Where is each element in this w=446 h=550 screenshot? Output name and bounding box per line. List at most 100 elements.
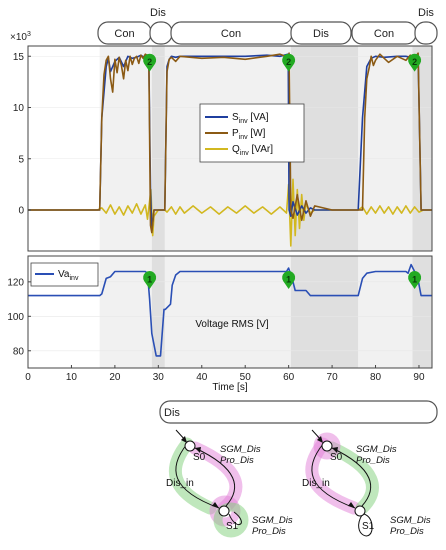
left-edge-out: [194, 447, 235, 507]
voltage-y-tick-2: 120: [7, 277, 24, 288]
marker-bottom-2: 1: [408, 271, 422, 289]
power-plot-frame: [27, 45, 433, 252]
power-legend: Sinv [VA] Pinv [W] Qinv [VAr]: [199, 103, 305, 163]
right-arrowhead-2: [332, 447, 338, 453]
lower-dis-label: Dis: [164, 407, 180, 419]
right-s0-highlight-pink: [313, 432, 341, 460]
left-state-s0: [184, 440, 196, 452]
state-timeline: Con Dis Con Dis Con Dis: [97, 7, 438, 45]
marker-top-1-shape: [282, 53, 296, 72]
state-dis-2-label: Dis: [313, 28, 329, 40]
marker-top-2-shape: [408, 53, 422, 72]
left-edge-in: [175, 443, 220, 509]
shade-band-0: [99, 256, 152, 368]
time-axis-label: Time [s]: [212, 382, 247, 393]
right-s0-out1: SGM_Dis: [356, 444, 397, 455]
power-shading: [99, 46, 432, 251]
time-x-tick-0: 0: [25, 372, 31, 383]
time-x-tick-3: 30: [153, 372, 165, 383]
voltage-axes: 80 100 120 0 10 20 30 40 50 60 70 80 90 Time [s] Vo…: [7, 255, 433, 393]
state-con-2-label: Con: [221, 28, 241, 40]
automaton-left: S0 S1 SGM_Dis Pro_Dis Dis_in SGM_Dis Pro…: [166, 429, 293, 538]
marker-bottom-2-shape: [408, 271, 422, 289]
right-s0-label: S0: [330, 452, 343, 463]
right-arrowhead-1: [348, 502, 355, 508]
shade-band-3: [290, 256, 359, 368]
time-x-tick-5: 50: [240, 372, 252, 383]
right-s1-out2: Pro_Dis: [390, 526, 424, 537]
time-x-tick-7: 70: [327, 372, 339, 383]
left-arrowhead-2: [195, 447, 201, 453]
time-x-tick-6: 60: [283, 372, 295, 383]
state-dis-3-label: Dis: [418, 7, 434, 19]
left-s0-out2: Pro_Dis: [220, 455, 254, 466]
left-s0-out1: SGM_Dis: [220, 444, 261, 455]
marker-bottom-2-label: 1: [412, 274, 417, 284]
left-s1-out1: SGM_Dis: [252, 515, 293, 526]
right-state-s1: [354, 505, 366, 517]
time-x-tick-8: 80: [370, 372, 382, 383]
legend-entry-p: Pinv [W]: [232, 128, 266, 141]
voltage-y-tick-1: 100: [7, 312, 24, 323]
legend-entry-q: Qinv [VAr]: [232, 144, 273, 157]
marker-top-2-label: 2: [412, 57, 417, 67]
power-y-tick-0: 0: [18, 206, 24, 217]
legend-entry-s: Sinv [VA]: [232, 112, 269, 125]
voltage-y-ticks: 80 100 120: [7, 277, 31, 357]
shade-band-5: [412, 46, 432, 251]
series-p-line: [28, 52, 432, 234]
power-y-tick-3: 15: [13, 52, 25, 63]
marker-bottom-1-shape: [282, 271, 296, 289]
right-init-arrowhead: [317, 436, 323, 443]
left-self-loop: [228, 511, 242, 525]
left-s0-label: S0: [193, 452, 206, 463]
power-y-tick-1: 5: [18, 154, 24, 165]
lower-dis-segment: [159, 400, 438, 424]
right-self-loop: [358, 513, 373, 537]
left-s1-label: S1: [226, 521, 239, 532]
shade-band-2: [164, 256, 291, 368]
right-state-s0: [321, 440, 333, 452]
left-s1-out2: Pro_Dis: [252, 526, 286, 537]
marker-top-2: 2: [408, 53, 422, 72]
voltage-shading: [99, 256, 432, 368]
voltage-annotation: Voltage RMS [V]: [195, 319, 269, 330]
right-edge-label: Dis_in: [302, 478, 330, 489]
state-con-1-label: Con: [114, 28, 134, 40]
power-y-ticks: 0 5 10 15: [13, 52, 31, 217]
state-con-3-label: Con: [374, 28, 394, 40]
marker-bottom-0-label: 1: [147, 274, 152, 284]
state-dis-1-label: Dis: [150, 7, 166, 19]
left-state-s1: [218, 505, 230, 517]
lower-state-bar: Dis: [159, 400, 438, 424]
marker-top-1: 2: [282, 53, 296, 72]
marker-top-0-shape: [143, 53, 157, 72]
series-q-line: [28, 178, 432, 247]
shade-band-4: [358, 256, 413, 368]
power-series-group: [28, 52, 432, 247]
voltage-y-tick-0: 80: [13, 346, 25, 357]
time-x-tick-9: 90: [413, 372, 425, 383]
legend-entry-va: Vainv: [58, 269, 79, 282]
right-s1-label: S1: [362, 521, 375, 532]
state-dis-2: [290, 21, 352, 45]
shade-band-0: [99, 46, 152, 251]
automaton-right: S0 S1 SGM_Dis Pro_Dis Dis_in SGM_Dis Pro…: [302, 429, 431, 537]
voltage-plot-frame: [27, 255, 433, 369]
voltage-legend-box: [30, 262, 99, 287]
voltage-legend: Vainv: [30, 262, 99, 287]
marker-top-1-label: 2: [286, 57, 291, 67]
time-x-tick-4: 40: [196, 372, 208, 383]
series-va-line: [28, 263, 432, 357]
right-edge-out: [331, 447, 372, 507]
left-init-arrowhead: [181, 436, 187, 443]
left-s1-highlight-green: [213, 502, 249, 538]
left-edge-label: Dis_in: [166, 478, 194, 489]
shade-band-1: [151, 46, 165, 251]
power-axes: 0 5 10 15 ×103 Sinv [VA] Pinv [W] Qinv [VAr…: [10, 31, 433, 252]
marker-bottom-1-label: 1: [286, 274, 291, 284]
state-dis-3: [414, 21, 438, 45]
marker-bottom-0: 1: [143, 271, 157, 289]
voltage-series-group: [28, 263, 432, 357]
